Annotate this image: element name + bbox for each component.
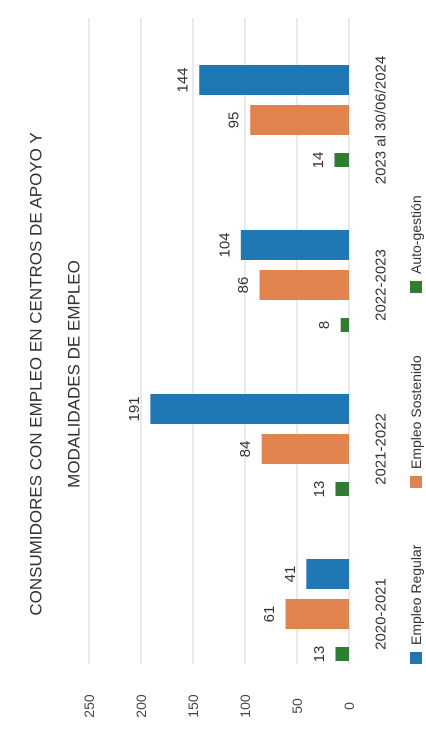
legend: Empleo Regular Empleo Sostenido Auto-gesti… — [408, 195, 424, 664]
bar — [285, 599, 349, 629]
bar — [261, 434, 349, 464]
legend-swatch — [410, 652, 422, 664]
data-label: 104 — [216, 232, 233, 257]
category-label: 2020-2021 — [373, 578, 390, 650]
data-label: 41 — [282, 566, 299, 583]
data-label: 13 — [311, 646, 328, 663]
legend-label: Empleo Regular — [408, 544, 424, 645]
bar — [340, 318, 349, 332]
bar — [335, 482, 349, 496]
data-label: 8 — [316, 321, 333, 329]
value-tick-label: 50 — [289, 698, 305, 714]
bar — [306, 559, 349, 589]
bar — [150, 394, 349, 424]
value-tick-label: 0 — [341, 702, 357, 710]
category-labels: 2020-2021 2021-2022 2022-2023 2023 al 30/06… — [373, 56, 390, 650]
value-tick-label: 200 — [133, 694, 149, 718]
legend-label: Auto-gestión — [408, 195, 424, 274]
value-tick-label: 150 — [185, 694, 201, 718]
chart-title-line: MODALIDADES DE EMPLEO — [65, 260, 84, 488]
value-axis-ticks: 0 50 100 150 200 250 — [81, 694, 357, 718]
category-label: 2022-2023 — [373, 249, 390, 321]
category-label: 2023 al 30/06/2024 — [373, 56, 390, 184]
bar — [259, 270, 349, 300]
chart-title: CONSUMIDORES CON EMPLEO EN CENTROS DE AP… — [27, 132, 84, 615]
category-label: 2021-2022 — [373, 413, 390, 485]
value-tick-label: 250 — [81, 694, 97, 718]
data-label: 13 — [311, 481, 328, 498]
bar — [334, 153, 349, 167]
value-tick-label: 100 — [237, 694, 253, 718]
legend-swatch — [410, 281, 422, 293]
data-label: 95 — [226, 112, 243, 129]
chart-title-line: CONSUMIDORES CON EMPLEO EN CENTROS DE AP… — [27, 132, 46, 615]
legend-swatch — [410, 476, 422, 488]
data-label: 14 — [310, 152, 327, 169]
bar — [199, 65, 349, 95]
bar — [240, 230, 349, 260]
data-label: 86 — [235, 277, 252, 294]
data-label: 84 — [237, 441, 254, 458]
bar — [250, 105, 349, 135]
bar — [335, 647, 349, 661]
legend-label: Empleo Sostenido — [408, 355, 424, 469]
data-label: 61 — [261, 606, 278, 623]
bars: 41 61 13 191 84 13 104 86 8 144 95 14 — [126, 65, 349, 662]
data-label: 191 — [126, 396, 143, 421]
data-label: 144 — [175, 67, 192, 92]
